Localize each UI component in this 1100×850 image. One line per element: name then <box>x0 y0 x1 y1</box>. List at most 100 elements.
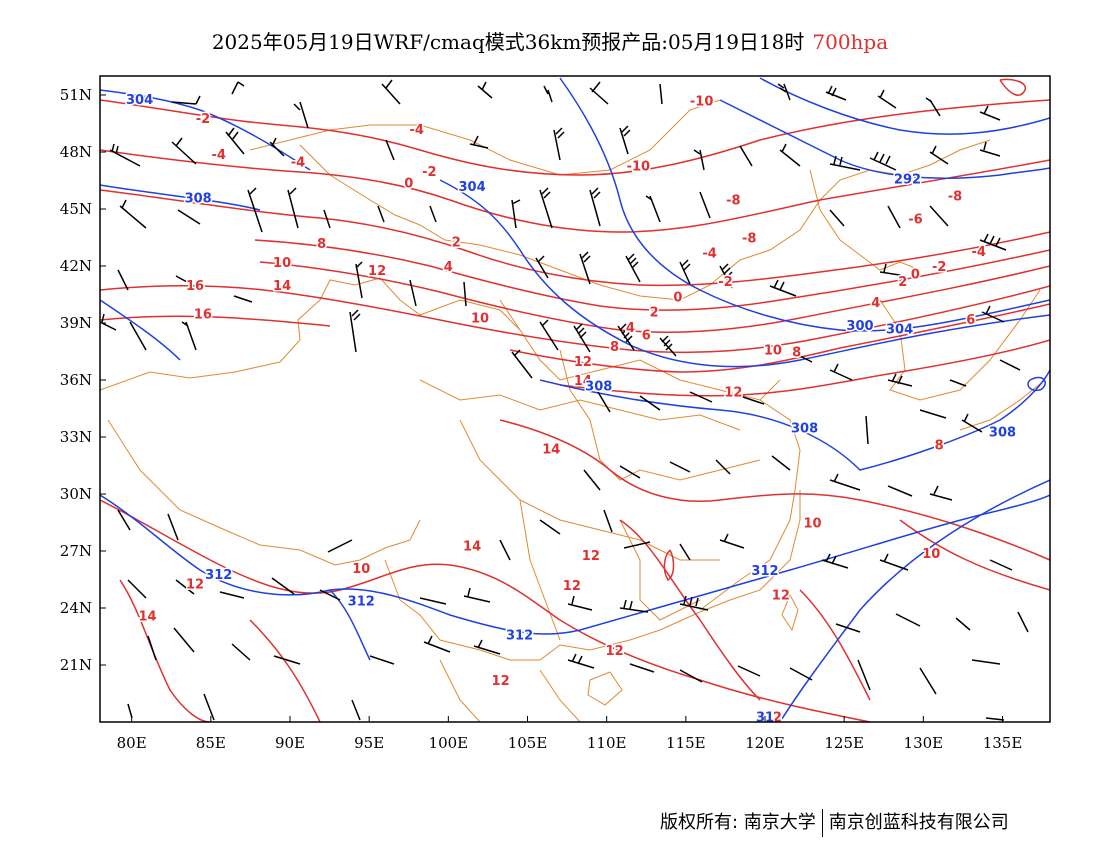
temperature-label: -2 <box>196 112 210 127</box>
lat-tick-label: 51N <box>60 86 92 104</box>
wind-barb <box>129 321 147 351</box>
isotherm-n <box>999 78 1027 96</box>
lat-tick-label: 39N <box>60 314 92 332</box>
temperature-label: -4 <box>972 245 986 260</box>
lon-tick-label: 85E <box>196 734 226 752</box>
wind-barb <box>269 137 285 157</box>
wind-barb <box>175 275 199 289</box>
pressure-level: 700hpa <box>812 30 889 54</box>
lon-tick-label: 100E <box>429 734 469 752</box>
wind-barb <box>679 595 709 611</box>
wind-barb <box>895 613 921 627</box>
wind-barb <box>789 667 813 681</box>
temperature-label: -2 <box>422 165 436 180</box>
wind-barb <box>273 655 301 665</box>
wind-barb <box>233 295 253 303</box>
wind-barb <box>323 209 331 229</box>
wind-barb <box>173 627 195 653</box>
temperature-label: 14 <box>273 279 291 294</box>
lat-tick-label: 30N <box>60 485 92 503</box>
temperature-label: 14 <box>574 374 592 389</box>
wind-barb <box>567 595 593 611</box>
wind-barb <box>127 703 133 719</box>
temperature-label: -10 <box>627 159 651 174</box>
contour-300 <box>559 77 1050 332</box>
height-label: 304 <box>886 323 913 338</box>
wind-barb <box>419 597 447 605</box>
wind-barb <box>929 205 949 227</box>
wind-barb <box>327 539 353 553</box>
lat-tick-label: 21N <box>60 656 92 674</box>
temperature-label: 8 <box>792 346 801 361</box>
wind-barb <box>887 373 913 387</box>
isotherm-k <box>119 579 321 722</box>
credit-right: 南京创蓝科技有限公司 <box>828 812 1009 833</box>
height-label: 292 <box>894 173 921 188</box>
temperature-label: 12 <box>724 385 742 400</box>
wind-barb <box>573 323 591 353</box>
coastline-east <box>699 399 801 611</box>
province-line-5 <box>619 519 701 621</box>
temperature-label: -6 <box>908 213 922 228</box>
wind-barb <box>887 205 901 229</box>
wind-barb <box>791 345 813 363</box>
wind-barb <box>589 187 601 227</box>
height-label: 304 <box>459 180 486 195</box>
temperature-label: 6 <box>966 313 975 328</box>
wind-barb <box>699 191 711 219</box>
wind-barb <box>567 653 595 669</box>
wind-barbs <box>100 79 1029 721</box>
temperature-label: 2 <box>452 235 461 250</box>
wind-barb <box>171 137 197 165</box>
wind-barb <box>879 553 909 571</box>
credit-separator <box>821 809 823 837</box>
wind-barb <box>659 335 677 357</box>
wind-barb <box>835 623 861 633</box>
lat-tick-label: 33N <box>60 428 92 446</box>
wind-barb <box>857 659 871 691</box>
map-title: 2025年05月19日WRF/cmaq模式36km预报产品:05月19日18时 7… <box>0 26 1100 55</box>
temperature-label: 2 <box>898 275 907 290</box>
wind-barb <box>877 89 897 109</box>
northeast-boundary <box>809 169 921 271</box>
wind-barb <box>219 591 245 599</box>
wind-barb <box>971 659 1001 665</box>
wind-barb <box>463 281 467 307</box>
contour-292 <box>719 99 1050 179</box>
wind-barb <box>429 205 437 223</box>
isotherm-m <box>899 519 1050 591</box>
wind-barb <box>583 469 601 491</box>
isotherm-f <box>100 284 1050 354</box>
wind-barb <box>979 141 1001 157</box>
contour-296 <box>759 77 1050 135</box>
wind-barb <box>619 465 641 479</box>
wind-barb <box>955 617 971 631</box>
wind-barb <box>669 461 691 473</box>
temperature-label: 10 <box>273 256 291 271</box>
height-label: 308 <box>185 192 212 207</box>
temperature-label: 10 <box>922 547 940 562</box>
wind-barb <box>689 391 713 403</box>
lon-tick-label: 105E <box>508 734 548 752</box>
wind-barb <box>511 349 533 379</box>
wind-barb <box>979 233 1007 251</box>
china-west-boundary <box>100 277 521 391</box>
lat-tick-label: 48N <box>60 143 92 161</box>
wind-barb <box>231 81 245 95</box>
temperature-label: -2 <box>932 260 946 275</box>
temperature-labels: -2-4-4-4-20-10-10-8-8-8-6-4-2024-4-20246… <box>137 93 988 722</box>
temperature-label: 10 <box>471 311 489 326</box>
wind-barb <box>659 83 663 105</box>
wind-barb <box>777 83 791 101</box>
wind-barb <box>579 251 591 285</box>
wind-barb <box>119 199 147 229</box>
wind-barb <box>181 321 197 351</box>
wind-barb <box>355 261 363 299</box>
wind-barb <box>679 543 691 561</box>
wind-barb <box>477 81 493 99</box>
temperature-label: 2 <box>650 306 659 321</box>
wind-barb <box>225 127 245 155</box>
wind-barb <box>293 101 309 129</box>
